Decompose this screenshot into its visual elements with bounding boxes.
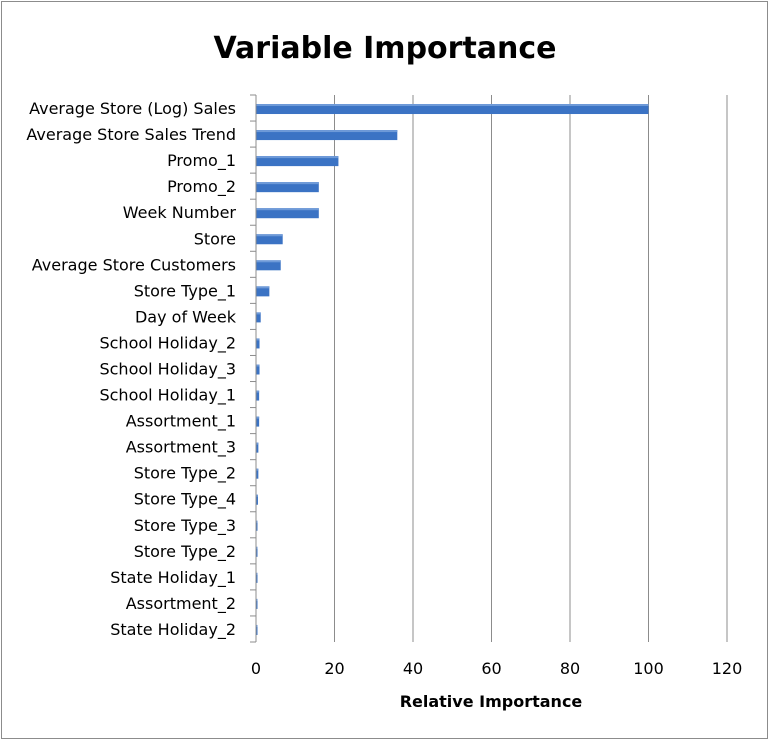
category-label-20: State Holiday_2 — [110, 620, 236, 640]
x-tick-labels: 0 20 40 60 80 100 120 — [251, 659, 742, 678]
bar-4 — [256, 208, 319, 219]
bar-highlight-16 — [256, 520, 258, 523]
category-label-15: Store Type_4 — [134, 490, 236, 510]
bar-3 — [256, 182, 319, 193]
bar-highlight-19 — [256, 598, 258, 601]
bar-15 — [256, 494, 258, 505]
bar-highlight-18 — [256, 572, 258, 575]
bar-13 — [256, 442, 259, 453]
bar-highlight-0 — [256, 104, 649, 107]
bar-0 — [256, 104, 649, 115]
category-label-1: Average Store Sales Trend — [26, 125, 236, 144]
bars — [256, 104, 649, 635]
bar-6 — [256, 260, 281, 271]
category-label-8: Day of Week — [135, 307, 237, 326]
bar-19 — [256, 598, 258, 609]
bar-8 — [256, 312, 261, 323]
category-label-19: Assortment_2 — [126, 594, 236, 614]
category-label-12: Assortment_1 — [126, 412, 236, 432]
gridlines — [334, 95, 728, 642]
chart-title: Variable Importance — [213, 31, 556, 66]
category-label-5: Store — [194, 229, 236, 248]
x-axis-title: Relative Importance — [400, 692, 583, 711]
category-label-2: Promo_1 — [167, 151, 236, 171]
y-tick-marks — [250, 94, 256, 643]
category-label-16: Store Type_3 — [134, 516, 236, 536]
bar-20 — [256, 624, 258, 635]
bar-18 — [256, 572, 258, 583]
bar-highlight-8 — [256, 312, 261, 315]
x-tick-label-60: 60 — [481, 659, 501, 678]
bar-7 — [256, 286, 270, 297]
bar-1 — [256, 130, 398, 141]
bar-highlight-9 — [256, 338, 260, 341]
bar-17 — [256, 546, 258, 557]
x-tick-label-120: 120 — [712, 659, 743, 678]
category-label-13: Assortment_3 — [126, 438, 236, 458]
category-label-6: Average Store Customers — [32, 255, 236, 274]
category-label-17: Store Type_2 — [134, 542, 236, 562]
bar-9 — [256, 338, 260, 349]
category-label-3: Promo_2 — [167, 177, 236, 197]
bar-5 — [256, 234, 283, 245]
x-tick-label-40: 40 — [403, 659, 423, 678]
category-label-10: School Holiday_3 — [99, 360, 236, 380]
category-label-9: School Holiday_2 — [99, 333, 236, 353]
bar-11 — [256, 390, 260, 401]
bar-highlight-11 — [256, 390, 260, 393]
bar-highlight-10 — [256, 364, 260, 367]
bar-highlight-3 — [256, 182, 319, 185]
bar-highlight-1 — [256, 130, 398, 133]
x-tick-label-20: 20 — [324, 659, 344, 678]
category-label-4: Week Number — [123, 203, 237, 222]
bar-highlight-17 — [256, 546, 258, 549]
bar-2 — [256, 156, 339, 167]
x-tick-label-100: 100 — [633, 659, 664, 678]
bar-10 — [256, 364, 260, 375]
x-tick-label-0: 0 — [251, 659, 261, 678]
bar-highlight-14 — [256, 468, 259, 471]
bar-16 — [256, 520, 258, 531]
category-label-18: State Holiday_1 — [110, 568, 236, 588]
bar-highlight-6 — [256, 260, 281, 263]
category-labels: Average Store (Log) Sales Average Store S… — [26, 99, 236, 640]
bar-highlight-15 — [256, 494, 258, 497]
bar-highlight-2 — [256, 156, 339, 159]
bar-highlight-13 — [256, 442, 259, 445]
bar-highlight-4 — [256, 208, 319, 211]
bar-highlight-20 — [256, 624, 258, 627]
category-label-0: Average Store (Log) Sales — [29, 99, 236, 118]
x-tick-label-80: 80 — [560, 659, 580, 678]
category-label-11: School Holiday_1 — [99, 386, 236, 406]
category-label-7: Store Type_1 — [134, 281, 236, 301]
bar-highlight-12 — [256, 416, 260, 419]
bar-14 — [256, 468, 259, 479]
bar-12 — [256, 416, 260, 427]
bar-highlight-5 — [256, 234, 283, 237]
bar-highlight-7 — [256, 286, 270, 289]
category-label-14: Store Type_2 — [134, 464, 236, 484]
